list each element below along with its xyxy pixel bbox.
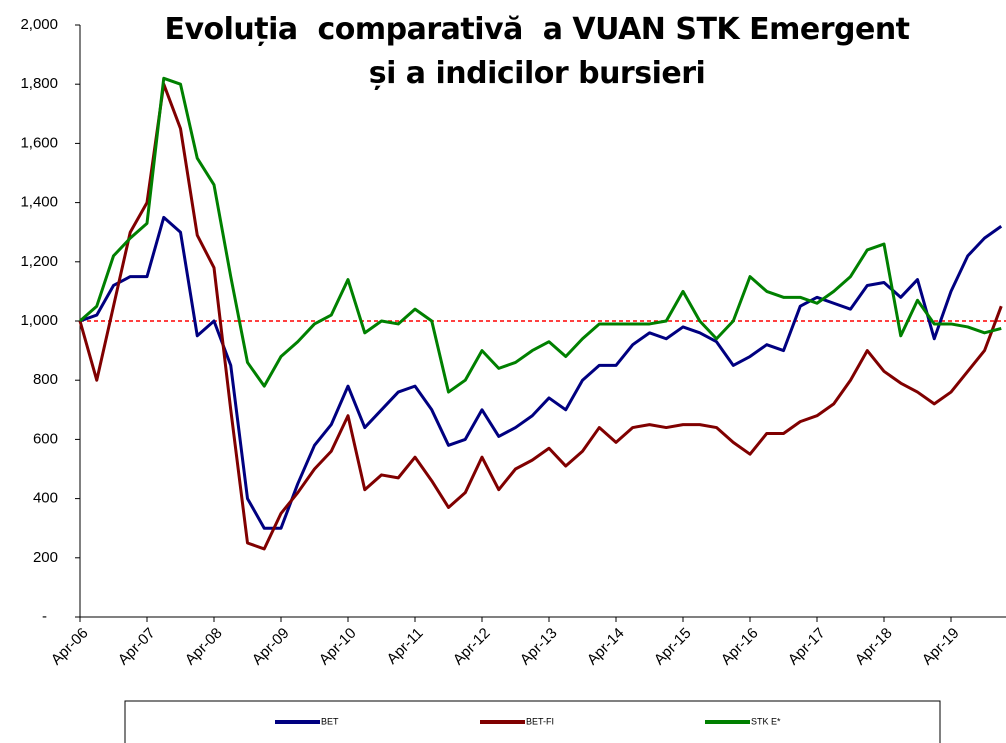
x-tick-label: Apr-14 bbox=[584, 625, 628, 669]
y-tick-label: 800 bbox=[33, 371, 58, 388]
x-tick-label: Apr-06 bbox=[48, 625, 92, 669]
x-tick-label: Apr-09 bbox=[249, 625, 293, 669]
y-tick-label: 1,200 bbox=[20, 253, 58, 270]
x-tick-label: Apr-10 bbox=[316, 625, 360, 669]
legend-label: STK E* bbox=[751, 716, 781, 726]
series-line bbox=[78, 82, 1003, 551]
legend-label: BET bbox=[321, 716, 339, 726]
x-tick-label: Apr-12 bbox=[450, 625, 494, 669]
x-tick-label: Apr-18 bbox=[852, 625, 896, 669]
x-tick-label: Apr-19 bbox=[919, 625, 963, 669]
y-tick-label: 2,000 bbox=[20, 16, 58, 33]
legend-label: BET-FI bbox=[526, 716, 554, 726]
y-tick-label: 1,400 bbox=[20, 194, 58, 211]
x-tick-label: Apr-15 bbox=[651, 625, 695, 669]
y-tick-label: 1,000 bbox=[20, 312, 58, 329]
series-line bbox=[79, 215, 1003, 530]
x-tick-label: Apr-11 bbox=[384, 625, 427, 668]
y-tick-label: - bbox=[42, 608, 47, 625]
x-tick-label: Apr-13 bbox=[517, 625, 561, 669]
legend-box bbox=[124, 700, 941, 743]
x-tick-label: Apr-17 bbox=[785, 625, 829, 669]
y-tick-label: 200 bbox=[33, 549, 58, 566]
x-tick-label: Apr-16 bbox=[718, 625, 762, 669]
series-line bbox=[79, 76, 1002, 394]
y-tick-label: 1,800 bbox=[20, 75, 58, 92]
y-tick-label: 1,600 bbox=[20, 134, 58, 151]
chart-title: Evoluția comparativă a VUAN STK Emergent… bbox=[164, 12, 920, 91]
y-tick-label: 400 bbox=[33, 490, 58, 507]
y-tick-label: 600 bbox=[33, 430, 58, 447]
x-tick-label: Apr-08 bbox=[182, 625, 226, 669]
x-tick-label: Apr-07 bbox=[115, 625, 159, 669]
